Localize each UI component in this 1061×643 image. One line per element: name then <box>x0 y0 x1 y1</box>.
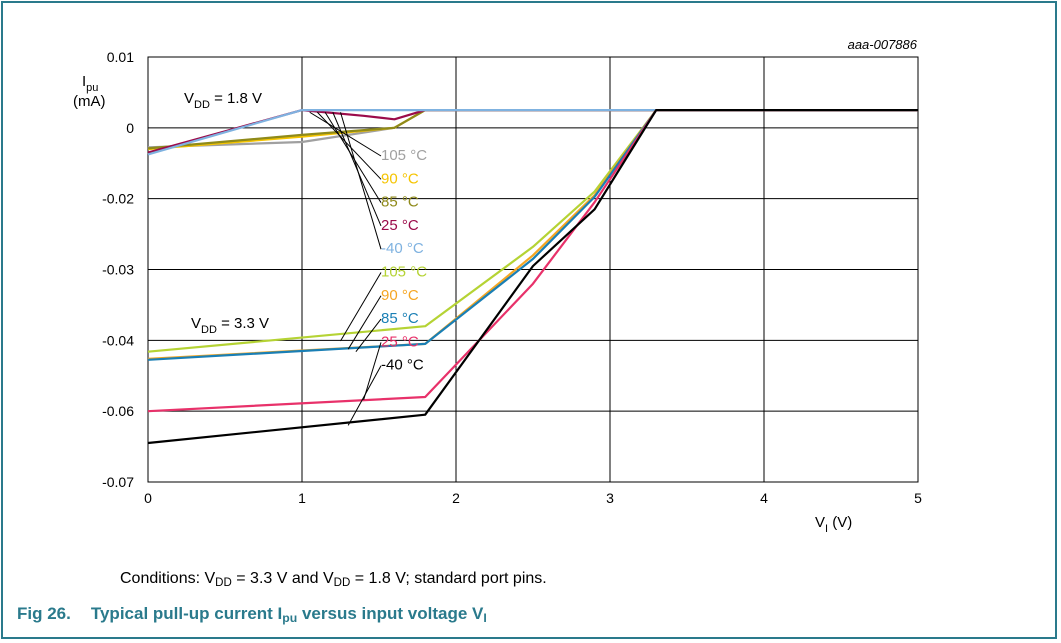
series-label: 105 °C <box>381 264 427 281</box>
y-tick-label: 0 <box>126 120 134 136</box>
x-tick-label: 0 <box>144 490 152 506</box>
conditions-note: Conditions: VDD = 3.3 V and VDD = 1.8 V;… <box>120 570 547 589</box>
x-tick-label: 1 <box>298 490 306 506</box>
series-line <box>147 108 918 154</box>
series-labels: 105 °C 90 °C 85 °C 25 °C -40 °C 105 °C 90 °C 85… <box>381 147 427 374</box>
y-tick-label: 0.01 <box>107 49 134 65</box>
leader-line <box>347 295 382 350</box>
y-axis-label: Ipu <box>82 73 98 94</box>
series-label: 105 °C <box>381 147 427 164</box>
series-label: 85 °C <box>381 194 419 211</box>
y-axis-ticks: 0.01 0 -0.02 -0.03 -0.04 -0.06 -0.07 <box>102 49 134 490</box>
x-tick-label: 3 <box>606 490 614 506</box>
series-line <box>147 108 918 413</box>
series-label: 85 °C <box>381 310 419 327</box>
series-line <box>147 108 918 156</box>
series-label: 25 °C <box>381 217 419 234</box>
figure-number: Fig 26. <box>17 604 71 623</box>
leader-line <box>309 111 382 157</box>
series-label: 25 °C <box>381 333 419 350</box>
x-axis-ticks: 0 1 2 3 4 5 <box>144 490 922 506</box>
leader-line <box>340 272 382 342</box>
leader-line <box>347 365 382 426</box>
figure-caption: Fig 26. Typical pull-up current Ipu versu… <box>17 604 487 626</box>
series-layer <box>147 108 918 445</box>
x-tick-label: 4 <box>760 490 768 506</box>
series-label: -40 °C <box>381 240 424 257</box>
y-axis-unit: (mA) <box>73 93 106 110</box>
x-tick-label: 5 <box>914 490 922 506</box>
group-label-vdd-3v3: VDD = 3.3 V <box>191 315 269 336</box>
y-tick-label: -0.04 <box>102 332 134 348</box>
group-label-vdd-1v8: VDD = 1.8 V <box>184 90 262 111</box>
leader-line <box>340 112 382 250</box>
leader-line <box>324 111 382 203</box>
leader-line <box>355 318 382 352</box>
x-tick-label: 2 <box>452 490 460 506</box>
series-label: 90 °C <box>381 287 419 304</box>
x-axis-label: VI (V) <box>815 514 852 535</box>
series-label: -40 °C <box>381 357 424 374</box>
figure-code: aaa-007886 <box>848 37 918 52</box>
series-label: 90 °C <box>381 170 419 187</box>
series-line <box>147 108 918 149</box>
leader-line <box>317 111 382 180</box>
y-tick-label: -0.03 <box>102 262 134 278</box>
y-tick-label: -0.07 <box>102 474 134 490</box>
leader-lines <box>309 111 382 426</box>
y-tick-label: -0.02 <box>102 191 134 207</box>
leader-line <box>363 342 382 400</box>
y-tick-label: -0.06 <box>102 403 134 419</box>
series-line <box>147 108 918 445</box>
